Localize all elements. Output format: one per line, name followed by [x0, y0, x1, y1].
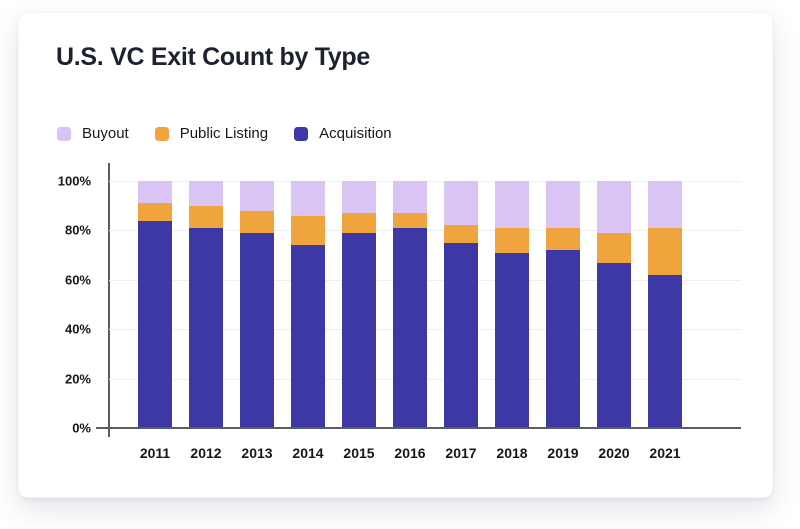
bar-segment-acquisition	[495, 252, 529, 428]
y-tick-label: 0%	[72, 420, 91, 436]
bar-segment-public-listing	[648, 227, 682, 275]
bar-2018	[495, 181, 529, 428]
x-tick-label: 2014	[292, 445, 324, 461]
y-tick-label: 100%	[57, 173, 91, 189]
bar-segment-buyout	[291, 181, 325, 216]
bar-2016	[393, 181, 427, 428]
bar-segment-public-listing	[189, 205, 223, 228]
x-tick-label: 2013	[241, 445, 273, 461]
bar-segment-public-listing	[597, 232, 631, 263]
x-tick-label: 2012	[190, 445, 222, 461]
legend-item-acquisition: Acquisition	[294, 125, 392, 142]
y-tick-label: 20%	[64, 371, 91, 387]
y-tick-label: 40%	[64, 321, 91, 337]
bar-2021	[648, 181, 682, 428]
x-tick-label: 2021	[649, 445, 681, 461]
bar-segment-acquisition	[546, 250, 580, 428]
y-axis-labels: 0% 20% 40% 60% 80% 100%	[19, 174, 91, 436]
legend-item-public-listing: Public Listing	[154, 125, 269, 142]
bar-segment-buyout	[342, 181, 376, 214]
legend-label: Public Listing	[179, 125, 269, 142]
public-listing-swatch-icon	[154, 126, 169, 141]
chart-card: U.S. VC Exit Count by Type Buyout Public…	[18, 12, 773, 498]
bar-2011	[138, 181, 172, 428]
x-tick-label: 2017	[445, 445, 477, 461]
bar-segment-buyout	[189, 181, 223, 206]
x-tick-label: 2020	[598, 445, 630, 461]
x-axis-line	[96, 427, 741, 429]
bar-segment-buyout	[393, 181, 427, 214]
bar-segment-public-listing	[291, 215, 325, 246]
bar-segment-acquisition	[444, 242, 478, 428]
bar-segment-public-listing	[342, 213, 376, 233]
x-tick-label: 2018	[496, 445, 528, 461]
buyout-swatch-icon	[57, 126, 71, 141]
bar-segment-acquisition	[597, 262, 631, 428]
bar-segment-public-listing	[393, 213, 427, 228]
chart-title: U.S. VC Exit Count by Type	[56, 43, 370, 71]
x-tick-label: 2016	[394, 445, 426, 461]
bar-segment-acquisition	[291, 245, 325, 428]
x-tick-label: 2015	[343, 445, 375, 461]
legend-item-buyout: Buyout	[57, 125, 129, 142]
bar-segment-acquisition	[393, 227, 427, 428]
bar-segment-acquisition	[648, 274, 682, 428]
bar-2015	[342, 181, 376, 428]
bar-segment-buyout	[444, 181, 478, 226]
bar-segment-buyout	[648, 181, 682, 228]
bar-2020	[597, 181, 631, 428]
bar-segment-buyout	[597, 181, 631, 233]
y-tick-label: 80%	[64, 222, 91, 238]
bar-segment-acquisition	[138, 220, 172, 428]
bar-segment-public-listing	[138, 203, 172, 221]
y-tick-label: 60%	[64, 272, 91, 288]
bars-container	[138, 181, 682, 428]
bar-segment-public-listing	[444, 225, 478, 243]
y-axis-line	[108, 163, 110, 437]
bar-segment-acquisition	[189, 227, 223, 428]
bar-segment-buyout	[495, 181, 529, 228]
plot	[109, 181, 741, 429]
bar-2019	[546, 181, 580, 428]
bar-2013	[240, 181, 274, 428]
bar-2017	[444, 181, 478, 428]
bar-segment-buyout	[546, 181, 580, 228]
legend-label: Buyout	[82, 125, 129, 142]
bar-segment-buyout	[240, 181, 274, 211]
bar-2012	[189, 181, 223, 428]
x-tick-label: 2019	[547, 445, 579, 461]
bar-segment-public-listing	[240, 210, 274, 233]
bar-2014	[291, 181, 325, 428]
bar-segment-acquisition	[342, 232, 376, 428]
legend: Buyout Public Listing Acquisition	[57, 125, 392, 142]
x-axis-labels: 2011 2012 2013 2014 2015 2016 2017 2018 2019 2020…	[138, 445, 682, 461]
bar-segment-public-listing	[546, 227, 580, 251]
bar-segment-public-listing	[495, 227, 529, 253]
x-tick-label: 2011	[139, 445, 171, 461]
bar-segment-buyout	[138, 181, 172, 204]
acquisition-swatch-icon	[294, 126, 309, 141]
legend-label: Acquisition	[319, 125, 392, 142]
bar-segment-acquisition	[240, 232, 274, 428]
